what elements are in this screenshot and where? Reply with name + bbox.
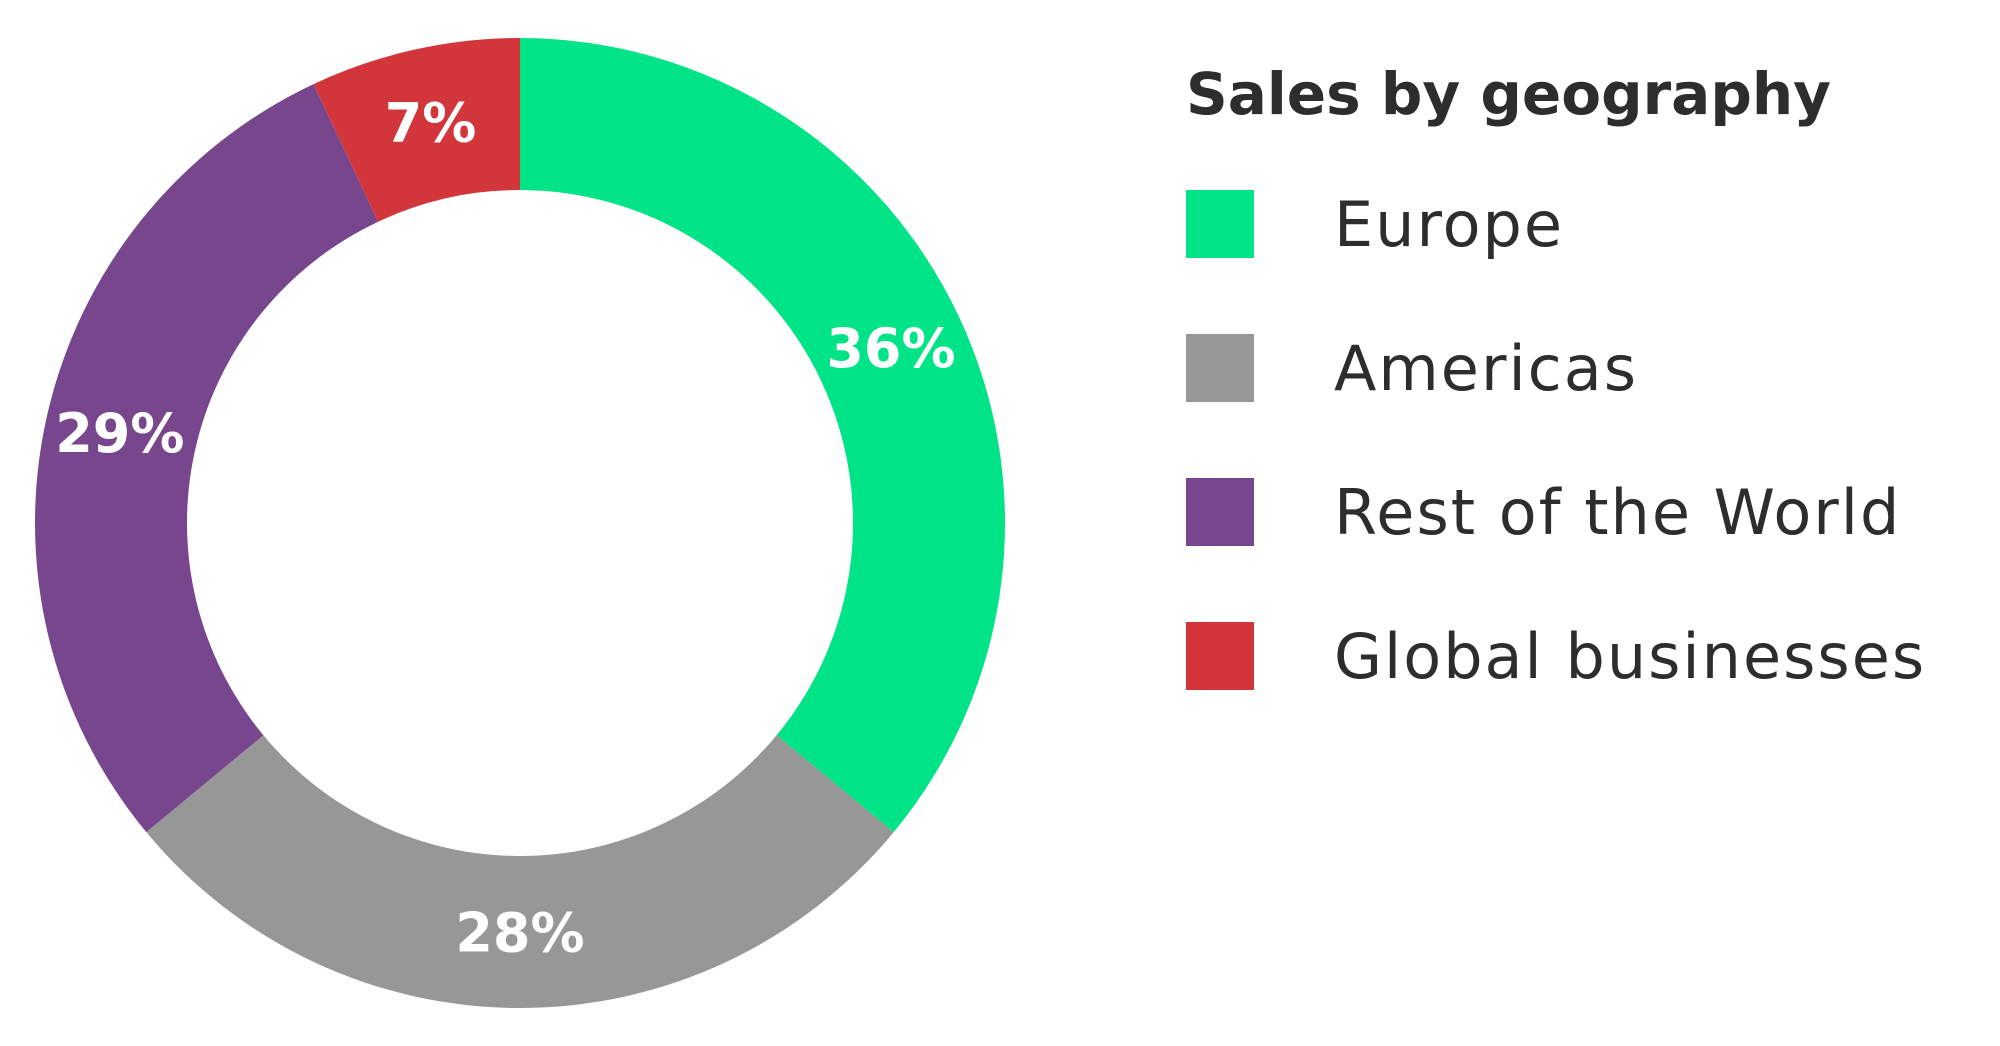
slice-label-global-businesses: 7% (385, 91, 477, 154)
legend-label-europe: Europe (1334, 187, 1565, 261)
legend-item-rest-of-the-world: Rest of the World (1186, 475, 1926, 549)
slice-rest-of-the-world (34, 84, 379, 833)
legend-label-global-businesses: Global businesses (1334, 619, 1927, 693)
legend-item-global-businesses: Global businesses (1186, 619, 1927, 693)
legend-item-europe: Europe (1186, 187, 1926, 261)
chart-title: Sales by geography (1186, 60, 1831, 128)
legend-swatch-europe (1186, 190, 1254, 258)
legend-items: Europe Americas Rest of the World Global bu… (1186, 187, 1927, 693)
legend: Sales by geography Europe Americas Rest of… (1186, 60, 1926, 766)
slice-label-europe: 36% (826, 317, 955, 380)
slice-global-businesses (313, 38, 520, 222)
slice-labels: 36% 28% 29% 7% (55, 91, 955, 964)
slice-europe (520, 38, 1005, 833)
donut-slices (34, 38, 1005, 1009)
slice-label-rest-of-the-world: 29% (55, 402, 184, 465)
legend-swatch-americas (1186, 334, 1254, 402)
legend-label-rest-of-the-world: Rest of the World (1334, 475, 1902, 549)
slice-label-americas: 28% (455, 902, 584, 965)
legend-item-americas: Americas (1186, 331, 1926, 405)
slice-americas (146, 735, 894, 1009)
legend-swatch-rest-of-the-world (1186, 478, 1254, 546)
donut-chart: 36% 28% 29% 7% (34, 38, 1005, 1009)
legend-swatch-global-businesses (1186, 622, 1254, 690)
legend-label-americas: Americas (1334, 331, 1639, 405)
